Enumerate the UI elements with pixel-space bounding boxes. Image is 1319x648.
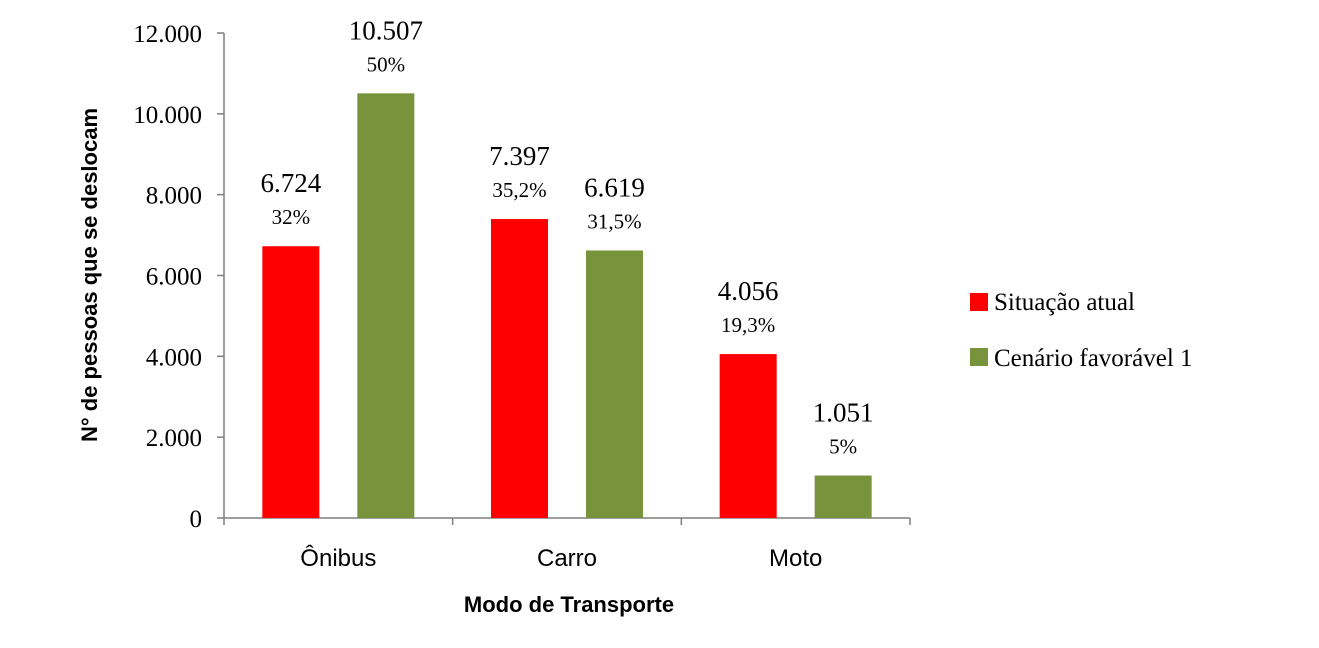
legend-label-cenario-favoravel-1: Cenário favorável 1: [994, 345, 1193, 372]
y-tick-label: 2.000: [146, 425, 202, 452]
bar: [814, 475, 872, 518]
bars: [262, 93, 872, 519]
bar-percent-label: 19,3%: [721, 313, 775, 337]
x-tick-label: Carro: [537, 545, 597, 572]
bar: [491, 219, 548, 519]
data-labels: 6.724 32% 7.397 35,2% 4.056 19,3% 10.507 50% 6.6…: [260, 15, 873, 458]
bar-value-label: 10.507: [349, 15, 423, 45]
y-axis-title: N° de pessoas que se deslocam: [77, 108, 102, 442]
bar-percent-label: 32%: [272, 205, 311, 229]
y-tick-label: 4.000: [146, 344, 202, 371]
bar-percent-label: 31,5%: [587, 209, 641, 233]
bar-percent-label: 35,2%: [492, 178, 546, 202]
x-axis-title: Modo de Transporte: [464, 592, 674, 617]
y-tick-label: 10.000: [133, 102, 202, 129]
y-tick-label: 8.000: [146, 183, 202, 210]
x-axis-ticks: Ônibus Carro Moto: [223, 518, 911, 572]
y-axis-ticks: 0 2.000 4.000 6.000 8.000 10.000 12.000: [133, 21, 224, 533]
bar-value-label: 6.619: [584, 172, 645, 202]
legend-swatch-situacao-atual: [970, 293, 988, 311]
x-tick-label: Ônibus: [300, 544, 376, 572]
bar-value-label: 1.051: [813, 398, 874, 428]
bar: [586, 250, 643, 518]
legend: Situação atual Cenário favorável 1: [970, 289, 1193, 372]
legend-label-situacao-atual: Situação atual: [994, 289, 1135, 316]
legend-swatch-cenario-favoravel-1: [970, 348, 988, 366]
bar: [262, 246, 320, 518]
bar-value-label: 7.397: [489, 141, 550, 171]
y-tick-label: 0: [190, 506, 203, 533]
bar: [719, 354, 777, 518]
x-tick-label: Moto: [769, 545, 822, 572]
bar-percent-label: 50%: [367, 52, 406, 76]
bar-percent-label: 5%: [829, 435, 857, 459]
y-tick-label: 12.000: [133, 21, 202, 48]
y-tick-label: 6.000: [146, 264, 202, 291]
bar: [357, 93, 415, 518]
bar-value-label: 4.056: [718, 276, 779, 306]
bar-value-label: 6.724: [260, 168, 321, 198]
